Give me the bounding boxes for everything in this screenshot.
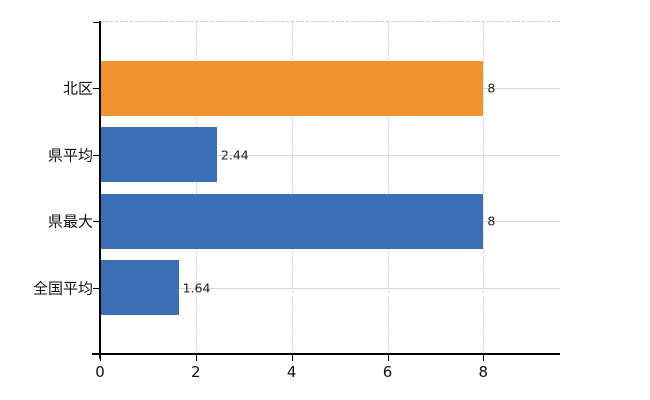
- bar-value-label: 1.64: [182, 280, 211, 296]
- y-gridline: [100, 154, 560, 156]
- x-gridline: [483, 22, 485, 354]
- x-axis-tick-label: 6: [382, 363, 393, 381]
- y-gridline: [100, 287, 560, 289]
- x-axis-tick: [387, 354, 389, 361]
- x-axis-tick-label: 2: [191, 363, 201, 381]
- x-axis-tick-label: 4: [286, 363, 297, 381]
- x-gridline: [387, 22, 389, 354]
- x-axis-tick: [100, 354, 101, 361]
- bar: [100, 60, 484, 116]
- x-axis-tick: [483, 354, 485, 361]
- x-gridline: [291, 22, 293, 354]
- x-axis-tick: [291, 354, 293, 361]
- y-axis-tick: [93, 221, 100, 223]
- category-label: 県平均: [47, 146, 93, 165]
- x-axis-tick: [195, 354, 197, 361]
- x-gridline: [195, 22, 197, 354]
- bar-value-label: 2.44: [220, 147, 249, 163]
- bar-value-label: 8: [487, 80, 496, 96]
- y-axis-tick: [93, 154, 100, 156]
- category-label: 県最大: [47, 212, 93, 231]
- category-label: 全国平均: [32, 279, 93, 298]
- y-axis-tick: [93, 22, 100, 23]
- y-axis-tick: [93, 287, 100, 289]
- y-axis-tick: [93, 88, 100, 90]
- x-axis-tick-label: 8: [478, 363, 489, 381]
- category-label: 北区: [62, 79, 93, 98]
- bar: [100, 193, 484, 249]
- plot-area: 8 2.44 8 1.64: [100, 21, 560, 354]
- bar: [100, 260, 179, 316]
- x-axis-tick-label: 0: [95, 363, 105, 381]
- y-axis-line: [99, 21, 101, 359]
- bar: [100, 127, 217, 183]
- bar-value-label: 8: [487, 213, 496, 229]
- x-axis-line: [92, 353, 560, 355]
